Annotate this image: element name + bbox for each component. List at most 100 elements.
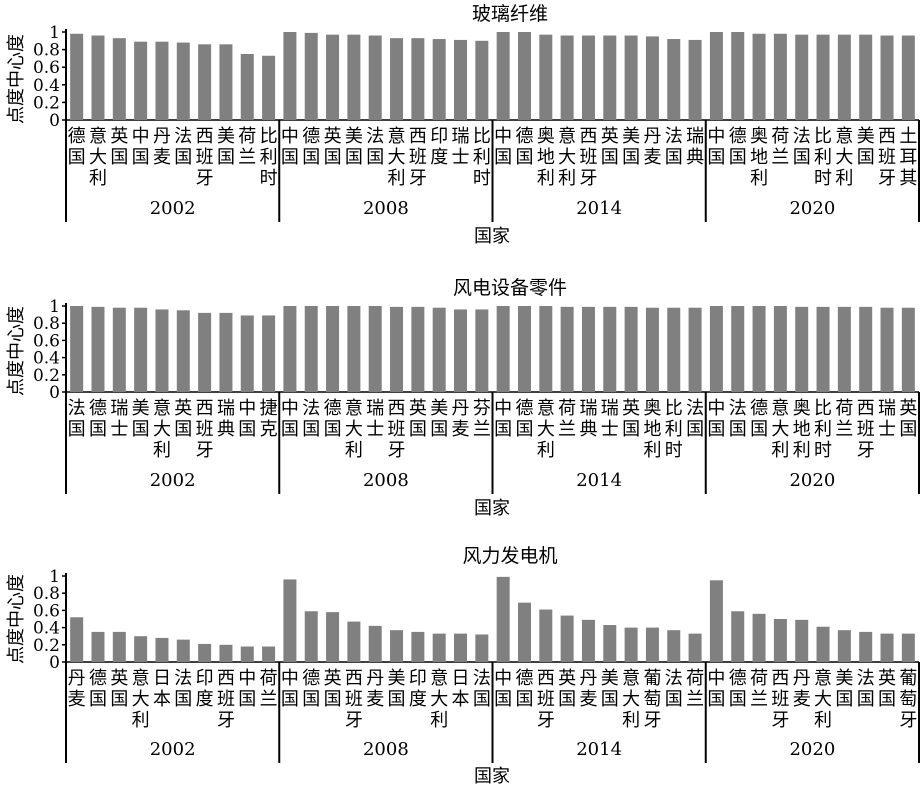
- category-label: 德国: [302, 668, 320, 710]
- bar: [731, 32, 745, 120]
- bar: [624, 627, 638, 662]
- bar: [283, 579, 297, 662]
- bar: [645, 307, 659, 392]
- bar: [326, 612, 340, 662]
- category-label: 德国: [515, 398, 533, 440]
- category-label: 英国: [324, 126, 342, 168]
- category-label: 法国: [665, 126, 683, 168]
- category-label: 瑞士: [601, 398, 619, 440]
- bar: [795, 619, 809, 662]
- bar: [517, 32, 531, 120]
- category-label: 丹麦: [153, 126, 171, 168]
- bar: [581, 619, 595, 662]
- category-label: 西班牙: [345, 668, 363, 731]
- category-label: 英国: [622, 398, 640, 440]
- category-label: 奥地利: [537, 126, 555, 189]
- y-tick-label: 1: [49, 567, 60, 587]
- bar: [219, 312, 233, 392]
- bar: [134, 307, 148, 392]
- bar: [837, 630, 851, 662]
- category-label: 瑞士: [366, 398, 384, 440]
- category-label: 英国: [409, 398, 427, 440]
- category-label: 英国: [878, 668, 896, 710]
- category-label: 德国: [68, 126, 86, 168]
- bar: [411, 306, 425, 392]
- category-label: 比利时: [665, 398, 683, 461]
- bar: [155, 637, 169, 662]
- category-label: 德国: [324, 398, 342, 440]
- bar: [240, 646, 254, 662]
- category-label: 丹麦: [793, 668, 811, 710]
- bar: [347, 34, 361, 120]
- year-label: 2020: [789, 739, 835, 760]
- category-label: 中国: [132, 126, 150, 168]
- category-label: 奥地利: [750, 126, 768, 189]
- category-label: 葡萄牙: [899, 668, 917, 731]
- category-label: 德国: [515, 126, 533, 168]
- bar: [432, 633, 446, 662]
- category-label: 法国: [366, 126, 384, 168]
- bar: [262, 55, 276, 121]
- bar: [752, 33, 766, 121]
- bar: [91, 35, 105, 120]
- bar: [795, 34, 809, 120]
- panel-wind-parts: 风电设备零件 点度中心度 国家 00.20.40.60.81法国德国瑞士美国意大…: [6, 277, 920, 519]
- bar: [134, 636, 148, 662]
- bar: [70, 33, 84, 121]
- bar: [816, 306, 830, 392]
- category-label: 荷兰: [771, 126, 789, 168]
- y-tick-label: 0.6: [33, 601, 60, 621]
- category-label: 德国: [729, 126, 747, 168]
- bar: [411, 631, 425, 662]
- bar: [859, 34, 873, 120]
- bar: [240, 54, 254, 120]
- y-tick-label: 0: [49, 111, 60, 131]
- bar: [304, 32, 318, 120]
- category-label: 中国: [238, 668, 256, 710]
- bar: [219, 44, 233, 120]
- bar: [731, 611, 745, 662]
- bar: [773, 619, 787, 662]
- category-label: 美国: [622, 126, 640, 168]
- category-label: 德国: [750, 398, 768, 440]
- category-label: 英国: [601, 126, 619, 168]
- bar: [198, 44, 212, 120]
- category-label: 意大利: [132, 668, 150, 731]
- category-label: 法国: [174, 126, 192, 168]
- category-label: 荷兰: [835, 398, 853, 440]
- category-label: 西班牙: [196, 398, 214, 461]
- bar: [475, 309, 489, 392]
- category-label: 印度: [196, 668, 214, 710]
- bar: [454, 633, 468, 662]
- category-label: 瑞典: [579, 398, 597, 440]
- panel-glass-fiber: 玻璃纤维 点度中心度 国家 00.20.40.60.81德国意大利英国中国丹麦法…: [6, 3, 920, 247]
- y-tick-label: 0.2: [33, 366, 60, 386]
- bar: [773, 33, 787, 121]
- category-label: 荷兰: [686, 668, 704, 710]
- category-label: 英国: [899, 398, 917, 440]
- bar: [240, 315, 254, 392]
- y-tick-label: 0: [49, 383, 60, 403]
- bar: [880, 35, 894, 120]
- bar: [454, 39, 468, 120]
- bar: [773, 306, 787, 392]
- bar: [496, 306, 510, 392]
- year-label: 2008: [363, 198, 409, 219]
- bar: [347, 621, 361, 662]
- category-label: 印度: [430, 126, 448, 168]
- y-tick-label: 0.4: [33, 619, 60, 639]
- bar: [262, 315, 276, 392]
- category-label: 德国: [515, 668, 533, 710]
- bar: [432, 39, 446, 120]
- panel-plot: 00.20.40.60.81德国意大利英国中国丹麦法国西班牙美国荷兰比利时200…: [33, 23, 920, 222]
- category-label: 美国: [345, 126, 363, 168]
- bar: [603, 625, 617, 662]
- bar: [837, 306, 851, 392]
- year-label: 2008: [363, 739, 409, 760]
- bar: [155, 41, 169, 120]
- panel-title: 风电设备零件: [453, 277, 567, 299]
- category-label: 美国: [601, 668, 619, 710]
- bar: [134, 41, 148, 120]
- category-label: 中国: [281, 668, 299, 710]
- year-label: 2002: [150, 470, 196, 491]
